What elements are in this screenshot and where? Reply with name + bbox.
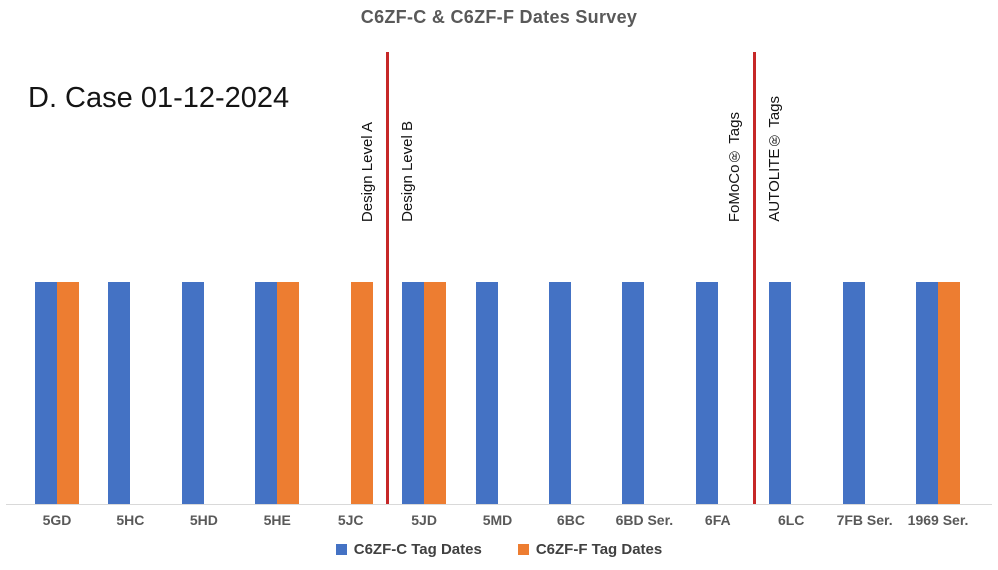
- x-axis-line: [6, 504, 992, 505]
- bar-c6zf-f-5jc: [350, 282, 373, 505]
- divider-line-2: [752, 52, 756, 505]
- x-axis-label-6lc: 6LC: [777, 512, 805, 528]
- bar-c6zf-f-5jd: [424, 282, 447, 505]
- legend-swatch-icon: [517, 544, 529, 555]
- divider-label-left-2: FoMoCo® Tags: [726, 111, 744, 222]
- bar-c6zf-f-5gd: [57, 282, 79, 505]
- divider-label-left-1: Design Level A: [359, 121, 377, 222]
- x-axis-label-6bc: 6BC: [556, 512, 585, 528]
- x-axis-label-5hc: 5HC: [116, 512, 145, 528]
- x-axis-label-5md: 5MD: [482, 512, 513, 528]
- legend-item-c6zf-f: C6ZF-F Tag Dates: [517, 541, 663, 558]
- x-axis-label-7fb-ser-: 7FB Ser.: [836, 512, 893, 528]
- legend: C6ZF-C Tag Dates C6ZF-F Tag Dates: [0, 541, 998, 558]
- x-axis-label-5gd: 5GD: [42, 512, 72, 528]
- x-axis-label-5jc: 5JC: [337, 512, 364, 528]
- x-axis-label-5jd: 5JD: [411, 512, 437, 528]
- bar-c6zf-c-5he: [255, 282, 278, 505]
- bar-c6zf-c-5md: [475, 282, 498, 505]
- legend-label: C6ZF-F Tag Dates: [535, 541, 663, 558]
- bar-c6zf-c-5gd: [35, 282, 57, 505]
- divider-label-right-1: Design Level B: [399, 121, 417, 222]
- bar-c6zf-c-5hd: [181, 282, 204, 505]
- legend-label: C6ZF-C Tag Dates: [353, 541, 482, 558]
- bar-c6zf-c-5hc: [108, 282, 131, 505]
- divider-line-1: [385, 52, 389, 505]
- case-date-annotation: D. Case 01-12-2024: [28, 82, 290, 114]
- bar-c6zf-c-6fa: [695, 282, 718, 505]
- bar-c6zf-c-6bc: [548, 282, 571, 505]
- x-axis-label-5hd: 5HD: [189, 512, 218, 528]
- bar-c6zf-f-1969-ser-: [938, 282, 961, 505]
- x-axis-label-6bd-ser-: 6BD Ser.: [615, 512, 674, 528]
- bar-c6zf-c-1969-ser-: [916, 282, 939, 505]
- bar-c6zf-c-6lc: [769, 282, 792, 505]
- divider-label-right-2: AUTOLITE® Tags: [766, 96, 784, 222]
- legend-swatch-icon: [335, 544, 347, 555]
- x-axis-label-1969-ser-: 1969 Ser.: [907, 512, 969, 528]
- legend-item-c6zf-c: C6ZF-C Tag Dates: [335, 541, 482, 558]
- x-axis-label-6fa: 6FA: [704, 512, 731, 528]
- bar-c6zf-c-6bd-ser-: [622, 282, 645, 505]
- bar-c6zf-c-5jd: [402, 282, 425, 505]
- x-axis-label-5he: 5HE: [263, 512, 291, 528]
- bar-c6zf-f-5he: [277, 282, 300, 505]
- bar-c6zf-c-7fb-ser-: [842, 282, 865, 505]
- chart-title: C6ZF-C & C6ZF-F Dates Survey: [360, 7, 638, 27]
